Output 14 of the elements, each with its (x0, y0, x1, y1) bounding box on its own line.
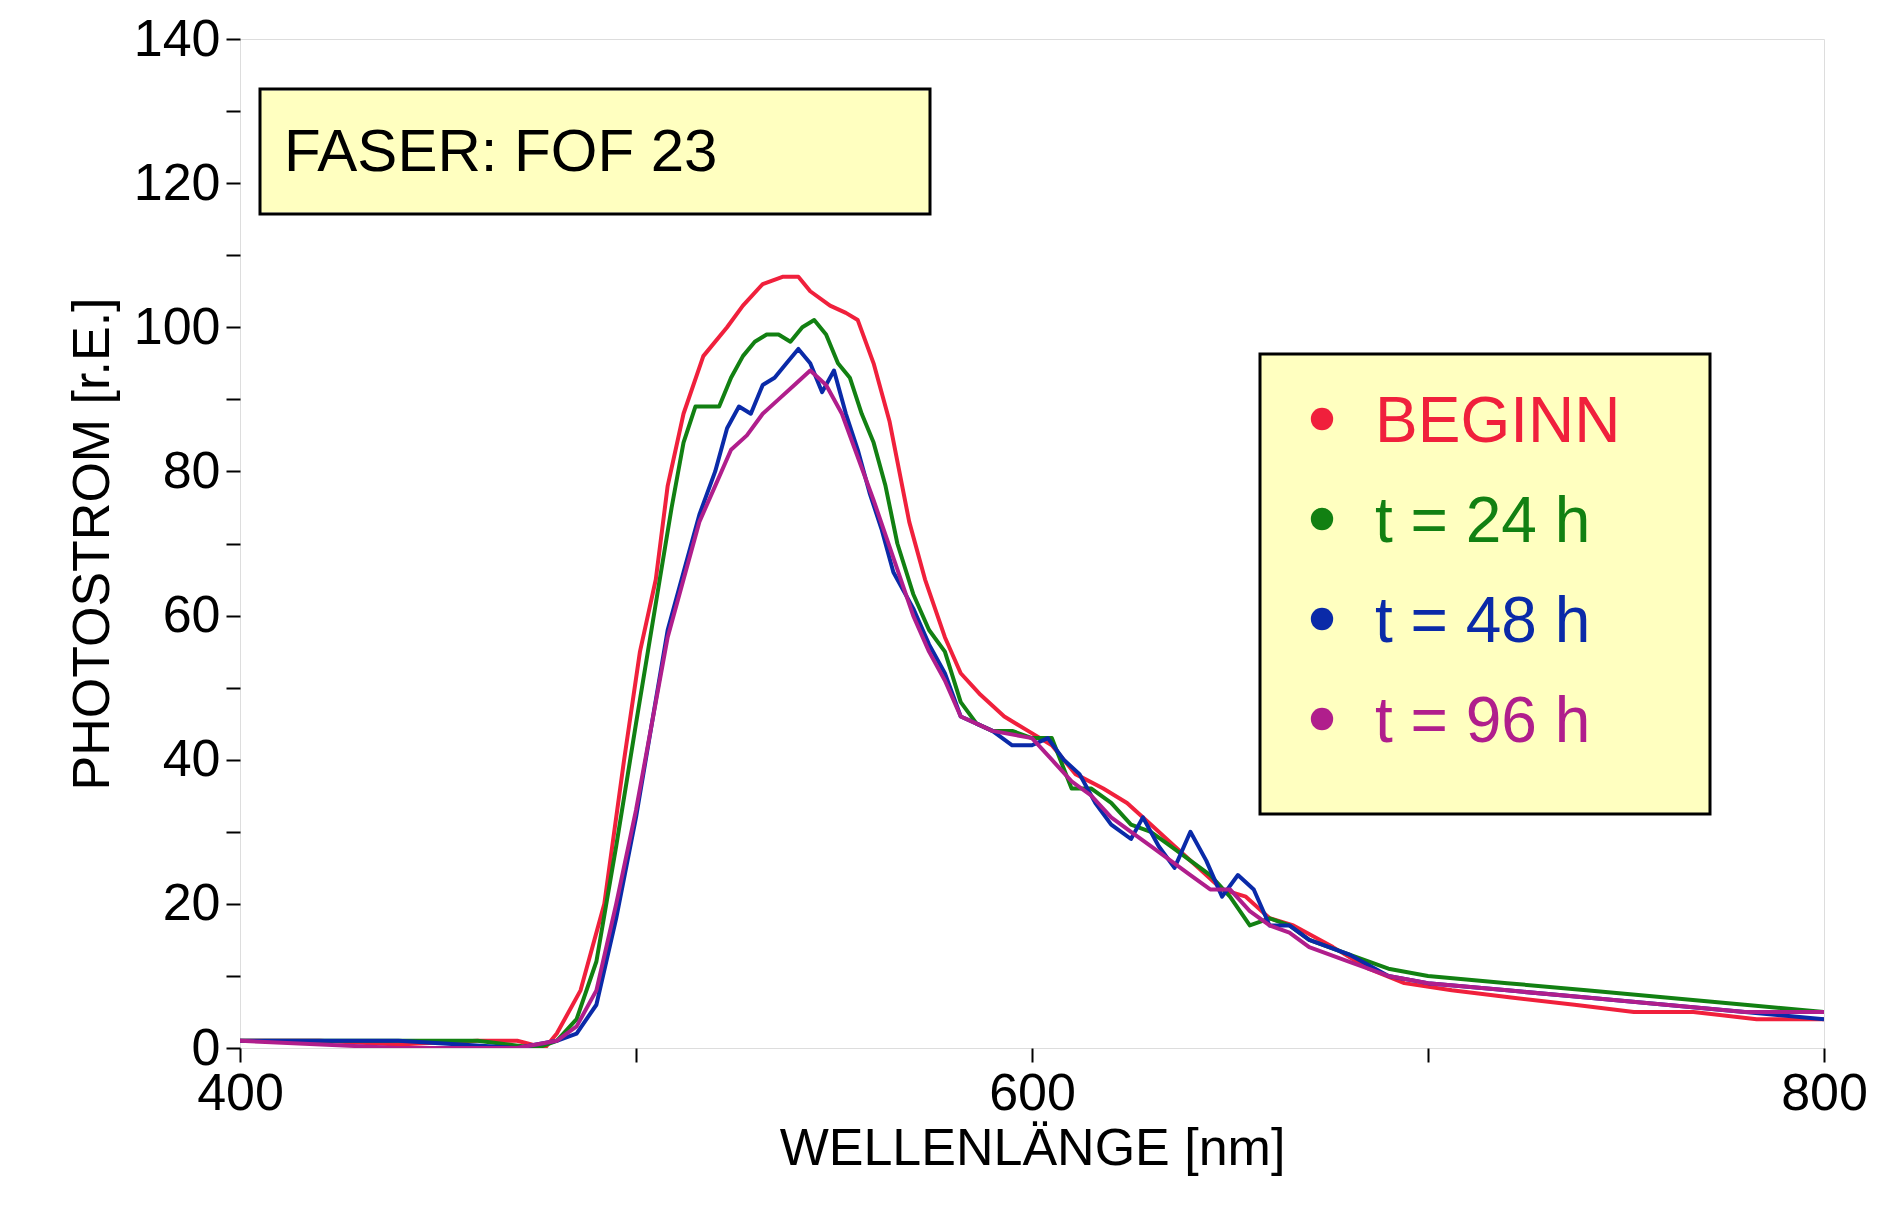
y-tick-label: 120 (133, 152, 221, 211)
legend-label: t = 24 h (1375, 484, 1591, 556)
y-tick-label: 60 (162, 585, 221, 644)
y-tick-label: 100 (133, 296, 221, 355)
legend-label: BEGINN (1375, 384, 1621, 456)
legend-label: t = 96 h (1375, 684, 1591, 756)
y-tick-label: 20 (162, 873, 221, 932)
y-tick-label: 80 (162, 440, 221, 499)
x-tick-label: 800 (1781, 1062, 1868, 1121)
y-axis-title: PHOTOSTROM [r.E.] (61, 297, 120, 791)
legend-label: t = 48 h (1375, 584, 1591, 656)
y-tick-label: 40 (162, 729, 221, 788)
annotation: FASER: FOF 23 (284, 117, 718, 184)
y-tick-label: 140 (133, 8, 221, 67)
